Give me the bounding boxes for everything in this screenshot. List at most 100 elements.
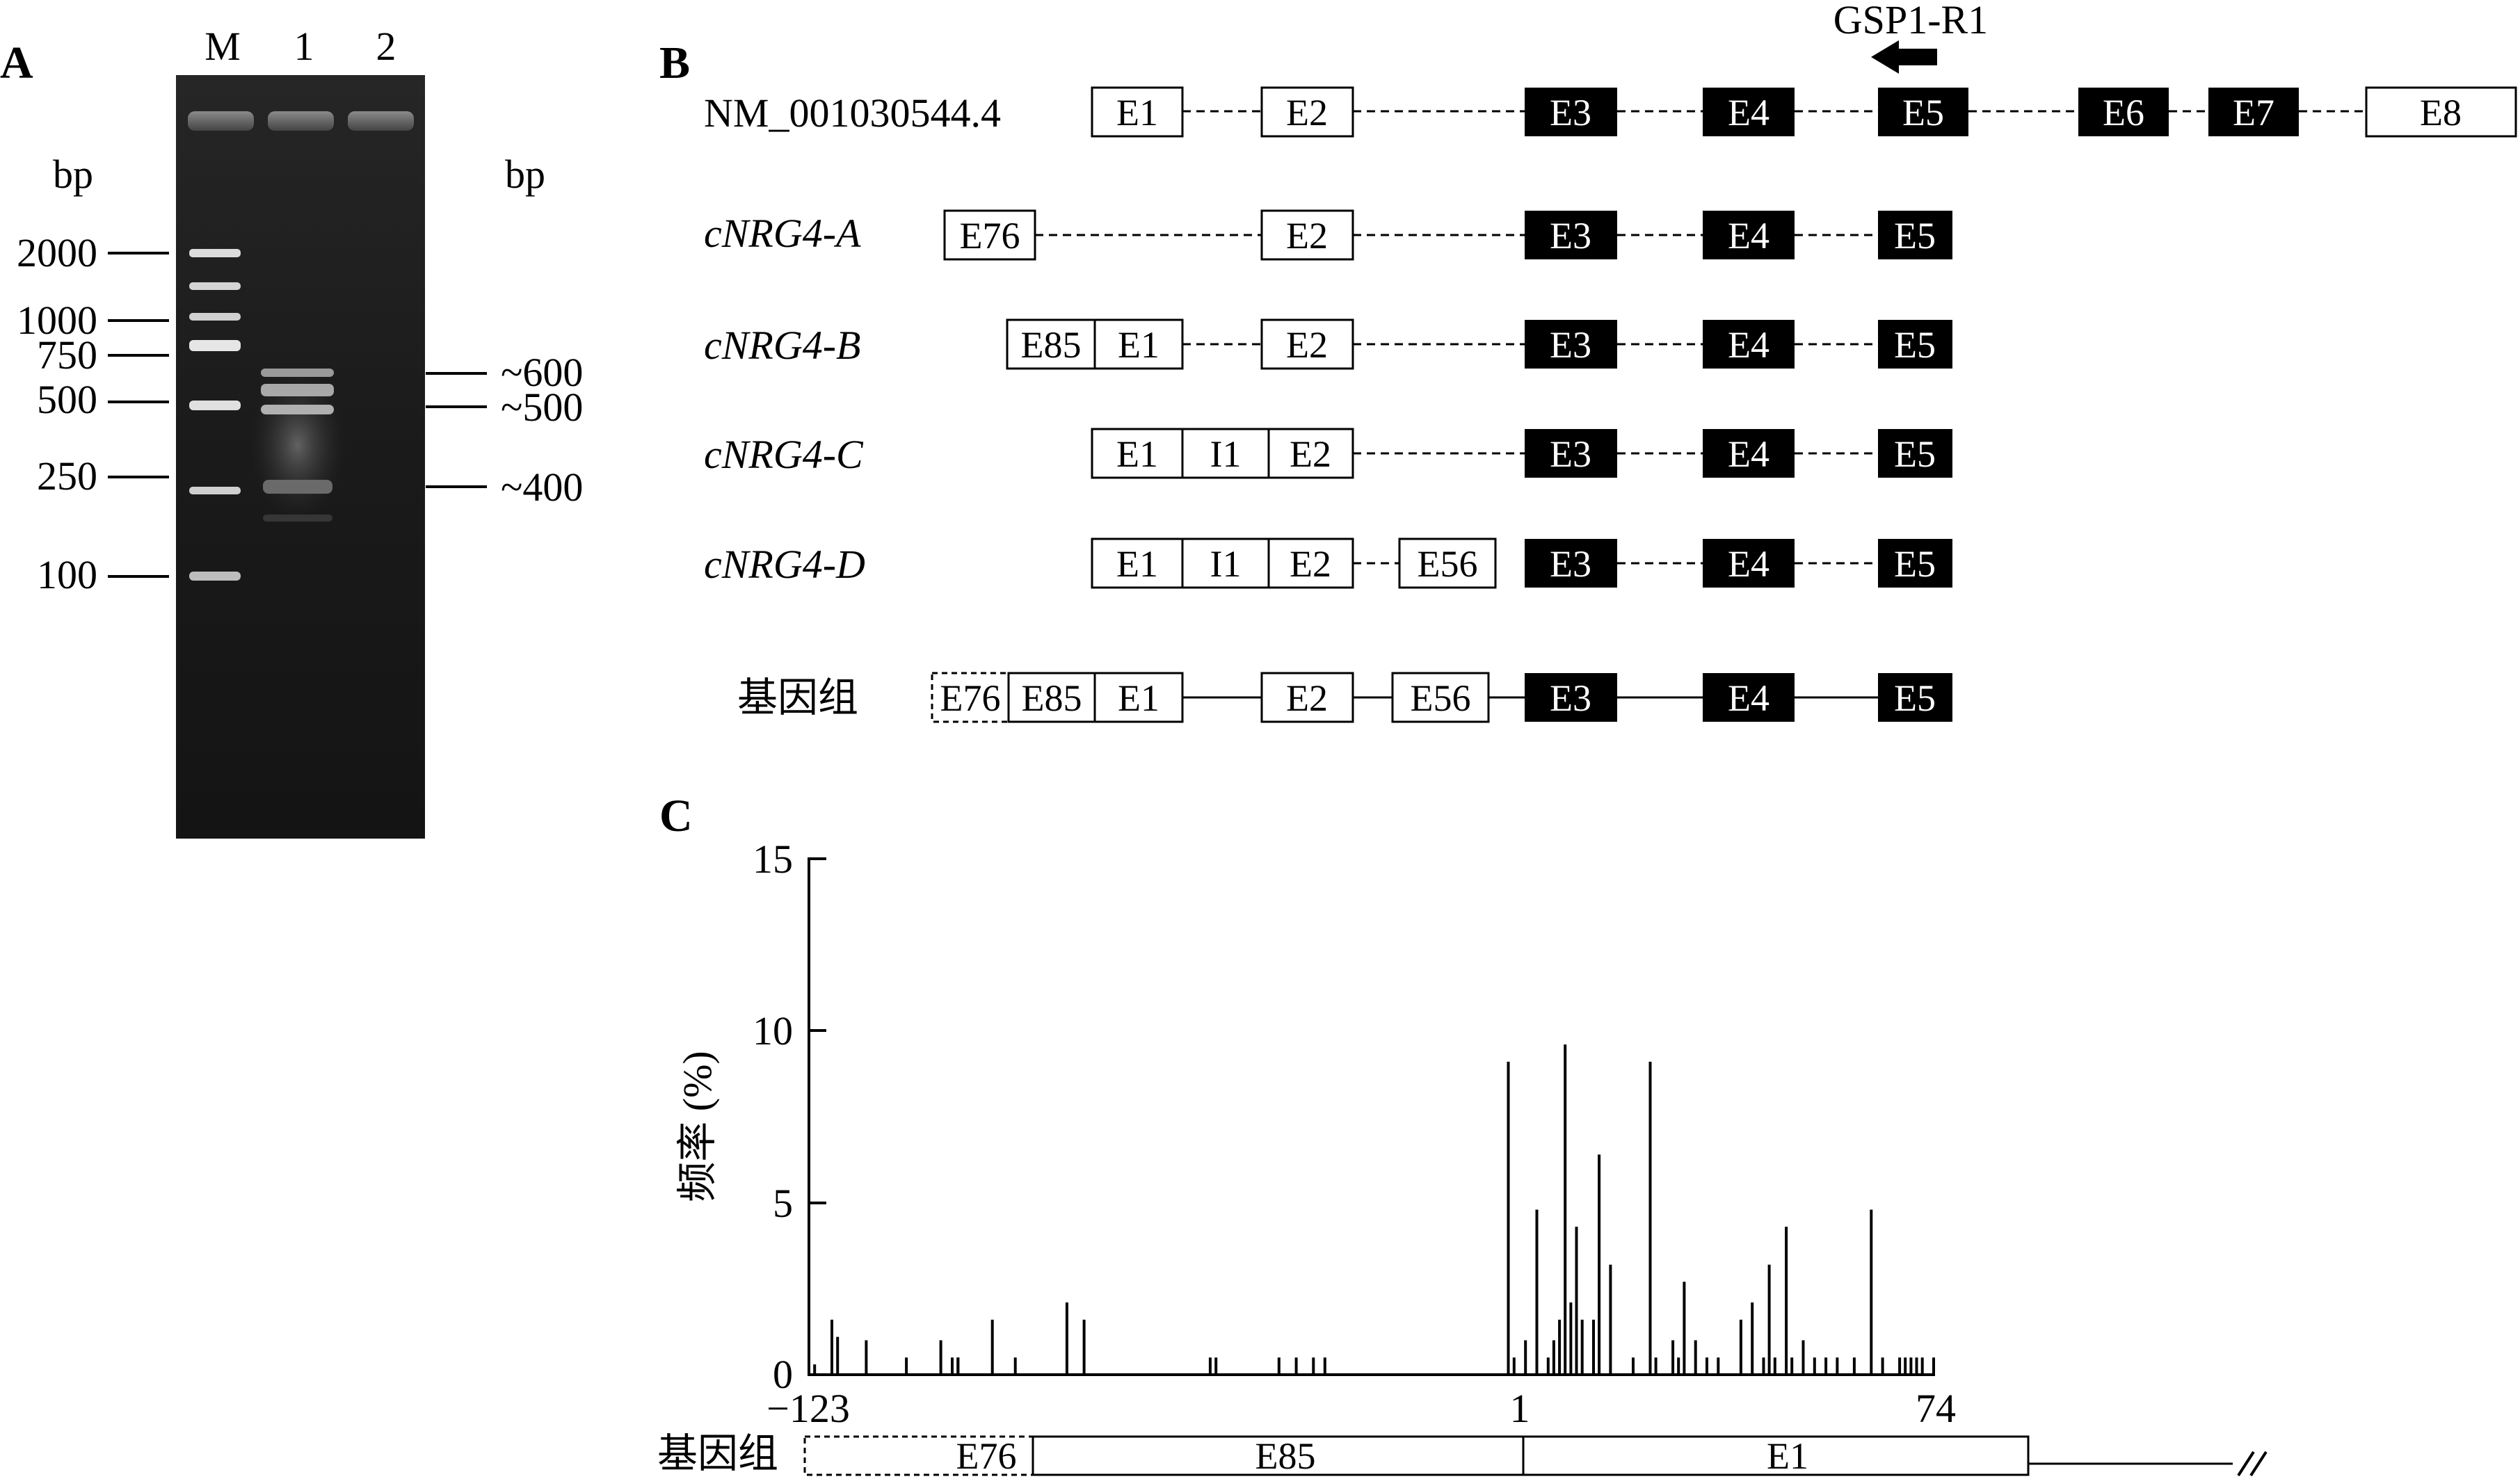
row-nm-exon-e7: E7 [2208,88,2299,136]
svg-text:E76: E76 [960,215,1020,257]
svg-text:E1: E1 [1116,433,1158,475]
row-name-cnrg4-c: cNRG4-C [704,432,864,477]
y-tick-label-10: 10 [753,1008,793,1053]
band-label-500: ~500 [501,385,583,430]
row-genome-exon-e76: E76 [931,672,1010,723]
bottom-track: E76 E85 E1 [803,1435,2268,1477]
row-nm-exon-e2: E2 [1260,86,1354,138]
row-genome-exon-e2: E2 [1260,672,1354,723]
lane-label-m: M [204,24,241,69]
right-unit-label: bp [505,152,545,197]
panel-b: B GSP1-R1 NM_001030544.4 cNRG4-A cNRG4-B… [659,0,2517,723]
gel-image [176,75,425,839]
row-d-intron-i1: I1 [1181,538,1270,589]
svg-text:E85: E85 [1022,677,1082,719]
panel-c-letter: C [659,791,693,841]
row-d-exon-e1: E1 [1091,538,1184,589]
row-c-intron-i1: I1 [1181,428,1270,479]
row-nm-exon-e5: E5 [1878,88,1968,136]
track-segment-e1 [1522,1435,2030,1476]
svg-text:E3: E3 [1550,215,1591,257]
row-a-exon-e4: E4 [1703,211,1795,259]
svg-text:E7: E7 [2233,92,2274,134]
row-nm-exon-e3: E3 [1525,88,1617,136]
row-nm-exon-e8: E8 [2365,86,2517,138]
row-a-exon-e76: E76 [943,209,1036,261]
x-tick-label-neg123: −123 [767,1386,850,1431]
band-marks: ~600 ~500 ~400 [426,350,583,510]
panel-a-letter: A [0,38,33,88]
x-tick-label-1: 1 [1510,1386,1530,1431]
svg-text:E1: E1 [1118,677,1159,719]
row-name-genome: 基因组 [737,675,858,720]
row-d-exon-e4: E4 [1703,539,1795,588]
band-label-400: ~400 [501,464,583,510]
panel-a: A [0,24,583,839]
primer-label: GSP1-R1 [1833,0,1988,42]
x-tick-label-74: 74 [1916,1386,1956,1431]
track-label-e85: E85 [1255,1435,1316,1477]
ladder-label-1000: 1000 [17,298,97,343]
row-d-exon-e5: E5 [1878,539,1952,588]
row-c-exon-e4: E4 [1703,429,1795,478]
track-label-e76: E76 [956,1435,1017,1477]
lane-label-2: 2 [376,24,396,69]
row-genome-exon-e56: E56 [1391,672,1490,723]
svg-text:E5: E5 [1894,677,1936,719]
svg-text:E2: E2 [1286,215,1328,257]
y-tick-label-0: 0 [773,1352,793,1397]
row-name-cnrg4-b: cNRG4-B [704,323,861,368]
ladder-label-100: 100 [37,552,97,597]
svg-text:E4: E4 [1728,543,1769,585]
svg-text:E2: E2 [1286,92,1328,134]
svg-text:E4: E4 [1728,433,1769,475]
row-genome-exon-e4: E4 [1703,673,1795,722]
row-c-exon-e1: E1 [1091,428,1184,479]
row-c-exon-e3: E3 [1525,429,1617,478]
svg-text:E1: E1 [1118,324,1159,366]
ladder-label-750: 750 [37,332,97,378]
ladder-label-500: 500 [37,377,97,422]
row-name-cnrg4-a: cNRG4-A [704,211,861,256]
svg-text:E1: E1 [1116,92,1158,134]
svg-text:E6: E6 [2103,92,2144,134]
svg-text:E4: E4 [1728,324,1769,366]
svg-text:E4: E4 [1728,215,1769,257]
lane-label-1: 1 [294,24,314,69]
row-nm-exon-e6: E6 [2078,88,2169,136]
track-label-e1: E1 [1767,1435,1808,1477]
row-a-exon-e5: E5 [1878,211,1952,259]
row-genome-exon-e85: E85 [1007,672,1096,723]
ladder-marks: 2000 1000 750 500 250 100 [17,230,169,597]
svg-text:E3: E3 [1550,324,1591,366]
row-c-exon-e5: E5 [1878,429,1952,478]
svg-text:E3: E3 [1550,677,1591,719]
y-ticks: 0 5 10 15 [753,837,826,1397]
row-name-cnrg4-d: cNRG4-D [704,542,865,587]
chart-ylabel: 频率 (%) [675,1051,720,1202]
svg-text:E5: E5 [1894,324,1936,366]
svg-text:E5: E5 [1894,215,1936,257]
row-c-exon-e2: E2 [1267,428,1354,479]
svg-text:E56: E56 [1411,677,1471,719]
band-label-600: ~600 [501,350,583,395]
svg-text:E3: E3 [1550,543,1591,585]
svg-text:E3: E3 [1550,433,1591,475]
svg-text:E2: E2 [1290,433,1331,475]
ladder-label-250: 250 [37,453,97,499]
row-b-exon-e5: E5 [1878,320,1952,369]
row-genome-exon-e1: E1 [1093,672,1184,723]
primer-arrow-icon [1871,40,1937,74]
row-b-exon-e4: E4 [1703,320,1795,369]
row-b-exon-e3: E3 [1525,320,1617,369]
ladder-label-2000: 2000 [17,230,97,275]
svg-text:I1: I1 [1210,543,1242,585]
left-unit-label: bp [53,152,93,197]
svg-text:E5: E5 [1902,92,1944,134]
svg-text:E56: E56 [1418,543,1478,585]
row-a-exon-e3: E3 [1525,211,1617,259]
y-tick-label-5: 5 [773,1181,793,1226]
y-tick-label-15: 15 [753,837,793,882]
break-mark-icon [2237,1450,2255,1477]
